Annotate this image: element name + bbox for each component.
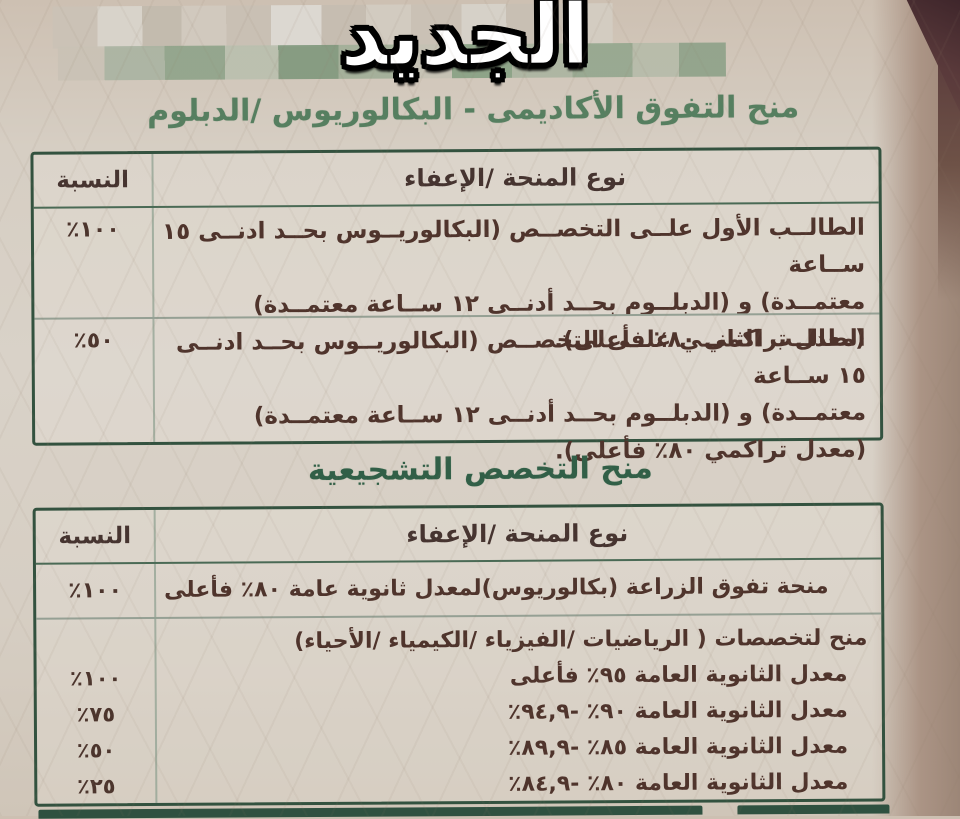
- section2-title: منح التخصص التشجيعية: [307, 450, 653, 489]
- table-header-row: النسبة نوع المنحة /الإعفاء: [33, 149, 879, 209]
- grant-description: الطالــب الثانــي علــى التخصــص (البكال…: [175, 325, 867, 465]
- table-row: ١٠٠٪ الطالــب الأول علــى التخصــص (البك…: [34, 204, 880, 354]
- table-subrow: ٢٥٪ معدل الثانوية العامة ٨٠٪ -٨٤,٩٪: [37, 765, 882, 806]
- percentage-value: [36, 625, 154, 662]
- specialization-incentive-table: النسبة نوع المنحة /الإعفاء ١٠٠٪ منحة تفو…: [32, 502, 886, 807]
- percentage-value: ١٠٠٪: [65, 217, 120, 243]
- table-row: ١٠٠٪ منحة تفوق الزراعة (بكالوريوس)لمعدل …: [36, 560, 881, 618]
- next-table-edge: [38, 805, 703, 819]
- table-subrow: ٥٠٪ معدل الثانوية العامة ٨٥٪ -٨٩,٩٪: [37, 729, 882, 770]
- table-subrow: ٧٥٪ معدل الثانوية العامة ٩٠٪ -٩٤,٩٪: [37, 693, 882, 734]
- table-row: ٥٠٪ الطالــب الثانــي علــى التخصــص (ال…: [34, 312, 881, 465]
- table-header-row: النسبة نوع المنحة /الإعفاء: [35, 505, 881, 565]
- grant-description: معدل الثانوية العامة ٩٥٪ فأعلى: [509, 661, 848, 689]
- percentage-column-header: النسبة: [58, 523, 132, 550]
- percentage-value: ١٠٠٪: [69, 666, 122, 691]
- percentage-value: ٥٠٪: [76, 738, 116, 763]
- percentage-value: ١٠٠٪: [68, 578, 123, 604]
- grant-type-column-header: نوع المنحة /الإعفاء: [406, 518, 629, 548]
- table-row-group: منح لتخصصات ( الرياضيات /الفيزياء /الكيم…: [36, 612, 883, 806]
- grant-description: معدل الثانوية العامة ٨٥٪ -٨٩,٩٪: [507, 733, 849, 761]
- next-table-edge: [737, 804, 890, 815]
- percentage-value: ٧٥٪: [76, 702, 116, 727]
- percentage-value: ٢٥٪: [76, 774, 116, 799]
- table-subrow: ١٠٠٪ معدل الثانوية العامة ٩٥٪ فأعلى: [37, 657, 882, 698]
- academic-excellence-table: النسبة نوع المنحة /الإعفاء ١٠٠٪ الطالــب…: [30, 146, 884, 465]
- grant-description: الطالــب الأول علــى التخصــص (البكالوري…: [162, 214, 866, 354]
- grant-description: معدل الثانوية العامة ٩٠٪ -٩٤,٩٪: [507, 697, 848, 725]
- grant-description: منحة تفوق الزراعة (بكالوريوس)لمعدل ثانوي…: [164, 573, 829, 603]
- percentage-value: ٥٠٪: [73, 328, 114, 354]
- grant-description: منح لتخصصات ( الرياضيات /الفيزياء /الكيم…: [294, 625, 868, 655]
- section1-title: منح التفوق الأكاديمى - البكالوريوس /الدب…: [147, 90, 800, 130]
- new-badge-text: الجديد: [339, 0, 591, 86]
- grant-description: معدل الثانوية العامة ٨٠٪ -٨٤,٩٪: [508, 769, 849, 797]
- grant-type-column-header: نوع المنحة /الإعفاء: [404, 162, 627, 192]
- table-subrow: منح لتخصصات ( الرياضيات /الفيزياء /الكيم…: [36, 621, 881, 662]
- percentage-column-header: النسبة: [56, 167, 130, 194]
